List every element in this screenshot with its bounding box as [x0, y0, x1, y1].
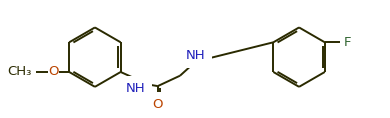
Text: NH: NH — [186, 49, 206, 62]
Text: NH: NH — [126, 82, 145, 95]
Text: F: F — [344, 36, 351, 49]
Text: O: O — [48, 65, 59, 78]
Text: O: O — [152, 98, 163, 111]
Text: CH₃: CH₃ — [7, 65, 31, 78]
